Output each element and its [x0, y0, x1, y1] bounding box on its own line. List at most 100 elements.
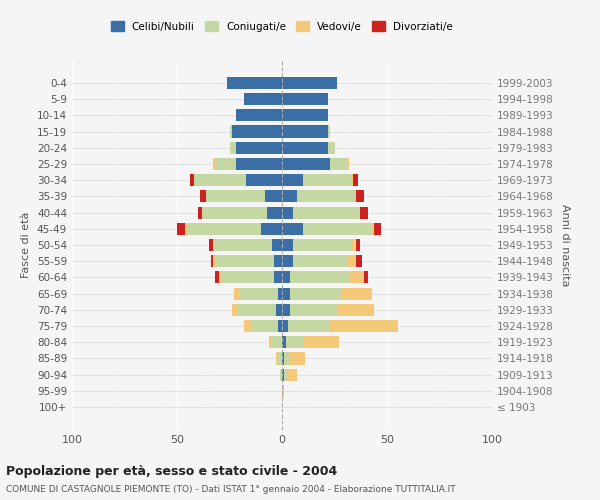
Bar	[271, 336, 282, 348]
Bar	[276, 304, 282, 316]
Text: COMUNE DI CASTAGNOLE PIEMONTE (TO) - Dati ISTAT 1° gennaio 2004 - Elaborazione T: COMUNE DI CASTAGNOLE PIEMONTE (TO) - Dat…	[6, 485, 455, 494]
Bar	[282, 272, 290, 283]
Bar	[215, 158, 236, 170]
Bar	[213, 158, 215, 170]
Bar	[240, 288, 278, 300]
Bar	[213, 239, 271, 251]
Text: Popolazione per età, sesso e stato civile - 2004: Popolazione per età, sesso e stato civil…	[6, 465, 337, 478]
Bar	[355, 239, 360, 251]
Bar	[187, 222, 261, 235]
Bar	[278, 288, 282, 300]
Bar	[289, 368, 296, 381]
Bar	[215, 255, 274, 268]
Bar	[221, 272, 274, 283]
Bar	[282, 206, 293, 218]
Bar	[351, 174, 353, 186]
Bar	[274, 272, 282, 283]
Bar	[282, 158, 331, 170]
Bar	[282, 109, 328, 122]
Bar	[236, 158, 282, 170]
Bar	[282, 255, 293, 268]
Bar	[247, 174, 282, 186]
Bar	[198, 206, 202, 218]
Bar	[360, 206, 368, 218]
Bar	[282, 222, 303, 235]
Bar	[236, 109, 282, 122]
Bar	[290, 288, 341, 300]
Bar	[293, 206, 360, 218]
Bar	[355, 190, 364, 202]
Bar	[200, 190, 206, 202]
Bar	[347, 158, 349, 170]
Bar	[303, 336, 338, 348]
Y-axis label: Anni di nascita: Anni di nascita	[560, 204, 570, 286]
Bar	[269, 336, 271, 348]
Bar	[219, 272, 221, 283]
Bar	[261, 222, 282, 235]
Bar	[229, 142, 236, 154]
Bar	[282, 385, 284, 397]
Legend: Celibi/Nubili, Coniugati/e, Vedovi/e, Divorziati/e: Celibi/Nubili, Coniugati/e, Vedovi/e, Di…	[107, 17, 457, 36]
Bar	[244, 93, 282, 105]
Bar	[276, 352, 278, 364]
Bar	[282, 352, 284, 364]
Bar	[202, 206, 268, 218]
Bar	[286, 336, 303, 348]
Bar	[236, 142, 282, 154]
Bar	[282, 368, 284, 381]
Bar	[232, 126, 282, 138]
Bar	[290, 272, 349, 283]
Bar	[265, 190, 282, 202]
Y-axis label: Fasce di età: Fasce di età	[22, 212, 31, 278]
Bar	[209, 239, 213, 251]
Bar	[282, 190, 296, 202]
Bar	[293, 239, 352, 251]
Bar	[328, 142, 335, 154]
Bar	[341, 288, 372, 300]
Bar	[278, 352, 282, 364]
Bar	[290, 352, 305, 364]
Bar	[232, 304, 238, 316]
Bar	[282, 174, 303, 186]
Bar	[251, 320, 278, 332]
Bar	[227, 77, 282, 89]
Bar	[282, 77, 337, 89]
Bar	[347, 255, 355, 268]
Bar	[364, 272, 368, 283]
Bar	[303, 174, 352, 186]
Bar	[284, 368, 289, 381]
Bar	[331, 158, 347, 170]
Bar	[211, 255, 213, 268]
Bar	[282, 320, 289, 332]
Bar	[244, 320, 251, 332]
Bar	[303, 222, 372, 235]
Bar	[278, 320, 282, 332]
Bar	[230, 126, 232, 138]
Bar	[293, 255, 347, 268]
Bar	[296, 190, 355, 202]
Bar	[284, 352, 290, 364]
Bar	[280, 368, 282, 381]
Bar	[194, 174, 247, 186]
Bar	[274, 255, 282, 268]
Bar	[238, 304, 276, 316]
Bar	[374, 222, 381, 235]
Bar	[215, 272, 219, 283]
Bar	[282, 336, 286, 348]
Bar	[234, 288, 240, 300]
Bar	[282, 93, 328, 105]
Bar	[290, 304, 337, 316]
Bar	[206, 190, 265, 202]
Bar	[282, 304, 290, 316]
Bar	[271, 239, 282, 251]
Bar	[282, 288, 290, 300]
Bar	[337, 304, 374, 316]
Bar	[328, 126, 331, 138]
Bar	[282, 126, 328, 138]
Bar	[190, 174, 194, 186]
Bar	[268, 206, 282, 218]
Bar	[289, 320, 331, 332]
Bar	[351, 239, 355, 251]
Bar	[282, 239, 293, 251]
Bar	[282, 142, 328, 154]
